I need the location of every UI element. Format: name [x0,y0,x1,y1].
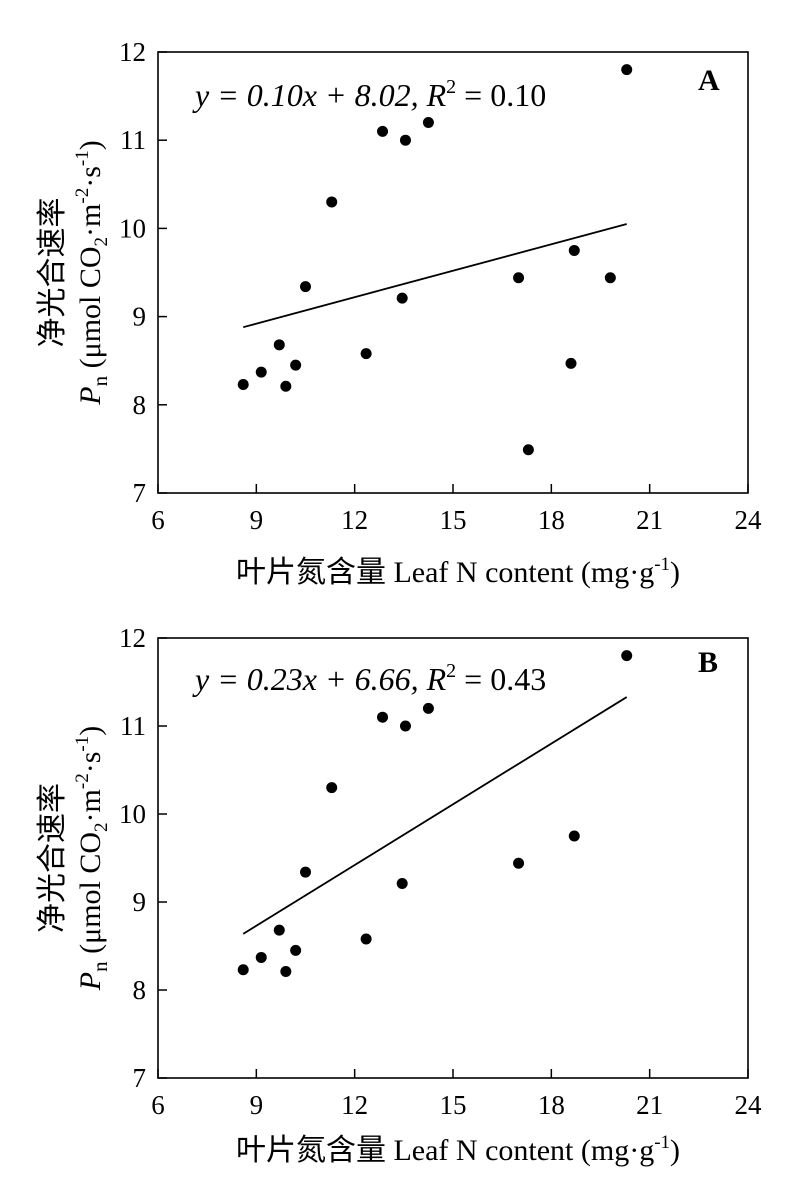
fit-line [242,223,627,329]
data-point [522,444,534,456]
chart-panel-a: 6 9 12 15 18 21 24 7 8 9 10 11 12 y = 0.10x + 8.02, R… [36,37,762,589]
data-point [422,702,434,714]
data-point [280,380,292,392]
data-point [326,782,338,794]
data-point [326,196,338,208]
data-point [360,348,372,360]
y-tick-label: 10 [119,213,146,243]
y-tick-label: 8 [133,390,147,420]
data-point [273,339,285,351]
y-axis-label-cn: 净光合速率 [36,198,69,348]
y-tick-label: 7 [133,1063,147,1093]
data-point [399,720,411,732]
data-point [300,866,311,878]
data-point [377,711,389,723]
data-point [396,878,408,890]
regression-equation: y = 0.10x + 8.02, R2 = 0.10 [192,76,546,113]
x-tick-label: 15 [440,505,467,535]
data-point [568,244,580,256]
data-point [621,64,633,76]
plot-frame [157,637,749,1079]
x-tick-label: 24 [735,1090,763,1120]
x-tick-label: 24 [735,505,763,535]
y-tick-label: 10 [119,799,146,829]
data-point [377,125,389,137]
x-tick-label: 15 [440,1090,467,1120]
x-tick-label: 6 [151,505,165,535]
y-axis-label-cn: 净光合速率 [36,783,69,933]
data-point [422,117,434,129]
y-axis-label-unit: Pn (μmol CO2·m-2·s-1) [72,726,112,991]
y-tick-label: 11 [120,711,146,741]
data-point [568,830,580,842]
chart-panel-b: 6 9 12 15 18 21 24 7 8 9 10 11 12 y = 0.23x + 6.66, R… [36,623,762,1167]
x-tick-label: 9 [250,1090,264,1120]
data-point [399,134,411,146]
data-point [513,857,525,869]
y-tick-label: 7 [133,478,147,508]
y-tick-label: 9 [133,302,147,332]
data-point [237,379,249,391]
data-point [604,272,616,284]
y-tick-label: 12 [119,623,146,653]
x-tick-label: 18 [538,505,565,535]
panel-label: B [698,646,718,679]
data-point [290,944,302,956]
x-tick-label: 21 [636,505,663,535]
plot-frame [157,51,749,494]
data-point [396,292,408,304]
panel-label: A [698,64,720,97]
y-tick-label: 9 [133,887,147,917]
fit-line [242,696,628,935]
x-axis-label: 叶片氮含量 Leaf N content (mg·g-1) [236,1132,680,1167]
data-point [255,951,267,963]
data-point [300,281,311,293]
x-tick-label: 12 [341,505,368,535]
data-point [255,366,267,378]
x-axis-label: 叶片氮含量 Leaf N content (mg·g-1) [236,554,680,589]
data-point [360,933,372,945]
x-tick-label: 9 [250,505,264,535]
data-point [513,272,525,284]
y-tick-label: 8 [133,975,147,1005]
data-point [621,650,633,662]
data-point [237,964,249,976]
regression-equation: y = 0.23x + 6.66, R2 = 0.43 [192,660,546,697]
data-point [280,966,292,978]
data-point [273,924,285,936]
y-tick-label: 12 [119,37,146,67]
data-point [290,359,302,371]
y-axis-label-unit: Pn (μmol CO2·m-2·s-1) [72,140,112,405]
data-point [565,357,577,369]
x-tick-label: 18 [538,1090,565,1120]
x-tick-label: 12 [341,1090,368,1120]
x-tick-label: 21 [636,1090,663,1120]
x-tick-label: 6 [151,1090,165,1120]
y-tick-label: 11 [120,125,146,155]
